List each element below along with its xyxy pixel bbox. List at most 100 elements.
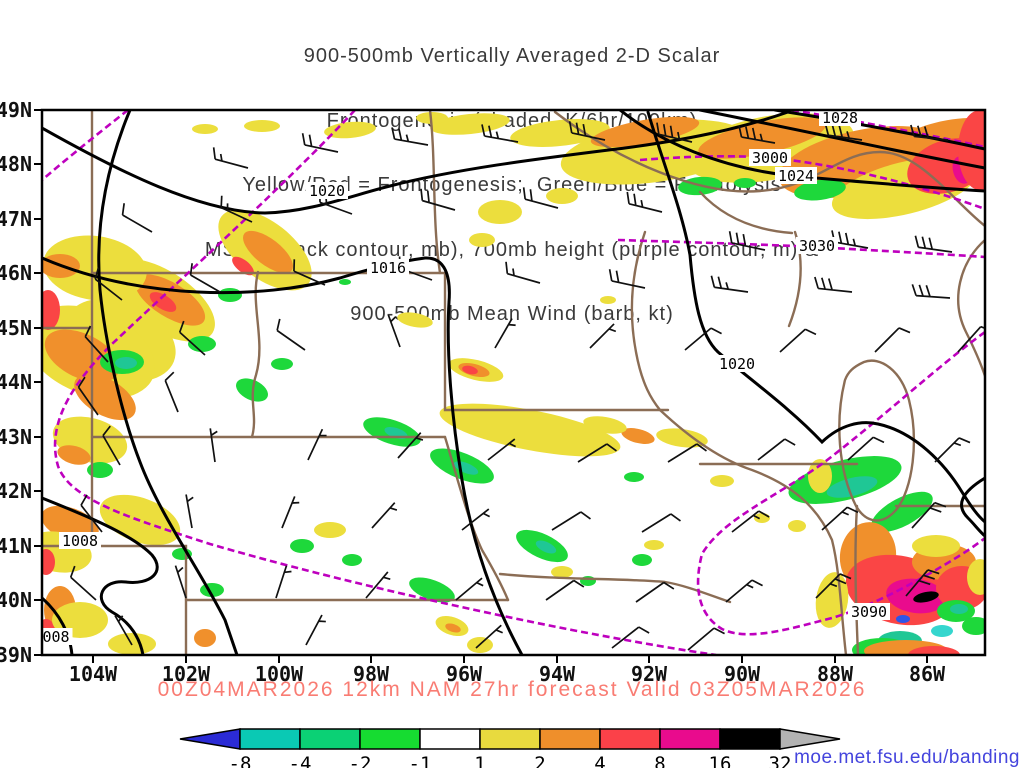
frontogenesis-shading-blob bbox=[409, 577, 455, 603]
mslp-contour bbox=[646, 110, 985, 524]
frontogenesis-shading-blob bbox=[826, 476, 878, 498]
site-link[interactable]: moe.met.fsu.edu/banding bbox=[794, 747, 1020, 768]
wind-barb bbox=[522, 187, 559, 209]
wind-barb bbox=[731, 510, 770, 533]
height-contour-label: 3000 bbox=[752, 149, 788, 167]
frontogenesis-shading-blob bbox=[469, 233, 495, 247]
mslp-contour-label: 1024 bbox=[778, 167, 814, 185]
wind-barb bbox=[710, 275, 749, 293]
wind-barb bbox=[589, 323, 617, 349]
wind-barb bbox=[847, 436, 885, 461]
wind-barb bbox=[608, 269, 646, 289]
frontogenesis-shading-blob bbox=[656, 428, 708, 448]
contour-label-box bbox=[819, 110, 861, 126]
wind-barb bbox=[69, 565, 97, 601]
lat-tick-label: 46N bbox=[0, 261, 32, 285]
wind-barb bbox=[757, 438, 796, 461]
wind-barb bbox=[656, 122, 693, 143]
wind-barb bbox=[831, 230, 869, 249]
wind-barb bbox=[307, 428, 327, 461]
frontogenesis-shading-blob bbox=[232, 256, 254, 276]
mslp-contour bbox=[698, 110, 985, 170]
wind-barb bbox=[684, 327, 722, 351]
frontogenesis-shading-blob bbox=[912, 535, 960, 557]
wind-barb bbox=[77, 376, 99, 416]
frontogenesis-shading-blob bbox=[754, 513, 770, 523]
lat-tick-label: 48N bbox=[0, 152, 32, 176]
colorbar-segment bbox=[359, 728, 421, 750]
frontogenesis-shading-blob bbox=[788, 520, 806, 532]
colorbar-left-arrow bbox=[179, 728, 241, 750]
wind-barb bbox=[220, 195, 253, 223]
wind-barb bbox=[505, 261, 541, 284]
height-contour bbox=[639, 154, 985, 211]
frontogenesis-shading-blob bbox=[192, 124, 218, 134]
frontogenesis-shading-blob bbox=[908, 646, 960, 655]
wind-barb bbox=[910, 124, 949, 141]
state-border bbox=[838, 359, 916, 522]
colorbar-tick-label: 1 bbox=[474, 753, 485, 768]
wind-barb bbox=[815, 573, 852, 599]
colorbar-segment bbox=[299, 728, 361, 750]
wind-barb bbox=[687, 627, 725, 651]
wind-barb bbox=[94, 267, 123, 301]
lon-tick-label: 104W bbox=[69, 662, 118, 686]
lon-tick-label: 88W bbox=[817, 662, 854, 686]
contour-label-box bbox=[306, 182, 348, 199]
state-border bbox=[698, 190, 794, 235]
mslp-contour-label: 1016 bbox=[370, 259, 406, 277]
height-contour bbox=[791, 110, 985, 149]
lat-tick-label: 41N bbox=[0, 534, 32, 558]
frontogenesis-shading-blob bbox=[808, 459, 832, 493]
colorbar-tick-label: -1 bbox=[409, 753, 432, 768]
height-contour-label: 3030 bbox=[799, 237, 835, 255]
height-contour bbox=[42, 110, 129, 181]
wind-barb bbox=[611, 626, 650, 649]
frontogenesis-shading-blob bbox=[644, 540, 664, 550]
wind-barb bbox=[276, 318, 306, 351]
lon-tick-label: 92W bbox=[631, 662, 668, 686]
wind-barb bbox=[475, 624, 503, 649]
wind-barb bbox=[814, 276, 853, 293]
frontogenesis-shading-blob bbox=[896, 615, 910, 623]
contour-label-box bbox=[775, 167, 817, 184]
mslp-contour bbox=[97, 110, 239, 655]
wind-barb bbox=[738, 125, 776, 144]
frontogenesis-shading-blob bbox=[913, 591, 939, 603]
lat-tick-label: 43N bbox=[0, 425, 32, 449]
wind-barb bbox=[301, 133, 339, 153]
wind-barb bbox=[957, 325, 985, 353]
contour-label-box bbox=[367, 259, 409, 276]
colorbar-segment bbox=[659, 728, 721, 750]
lat-tick-label: 40N bbox=[0, 588, 32, 612]
wind-barb bbox=[114, 615, 133, 646]
wind-barb bbox=[934, 437, 971, 463]
wind-barb bbox=[371, 502, 398, 529]
frontogenesis-shading-blob bbox=[535, 540, 557, 554]
wind-barb bbox=[209, 428, 218, 463]
state-border bbox=[443, 271, 670, 412]
colorbar-tick-label: 8 bbox=[654, 753, 665, 768]
lat-tick-label: 49N bbox=[0, 98, 32, 122]
mslp-contour bbox=[773, 110, 985, 151]
state-border bbox=[443, 435, 510, 602]
frontogenesis-shading-blob bbox=[115, 357, 137, 369]
mslp-contour-label: 008 bbox=[42, 628, 69, 646]
wind-barb bbox=[911, 501, 947, 529]
state-border bbox=[854, 504, 860, 655]
mslp-contour-label: 1008 bbox=[62, 532, 98, 550]
frontogenesis-shading-blob bbox=[218, 288, 242, 302]
frontogenesis-shading-blob bbox=[149, 292, 177, 312]
forecast-info: 00Z04MAR2026 12km NAM 27hr forecast Vali… bbox=[157, 678, 867, 701]
colorbar-segment bbox=[599, 728, 661, 750]
frontogenesis-shading-blob bbox=[290, 539, 314, 553]
state-border bbox=[957, 238, 985, 378]
frontogenesis-shading-blob bbox=[590, 116, 700, 148]
lat-tick-label: 42N bbox=[0, 479, 32, 503]
frontogenesis-shading-blob bbox=[871, 491, 933, 533]
wind-barb bbox=[577, 443, 617, 463]
wind-barb bbox=[911, 284, 951, 299]
wind-barb bbox=[455, 577, 484, 601]
title-line-1: 900-500mb Vertically Averaged 2-D Scalar bbox=[303, 45, 721, 67]
wind-barb bbox=[824, 123, 863, 141]
